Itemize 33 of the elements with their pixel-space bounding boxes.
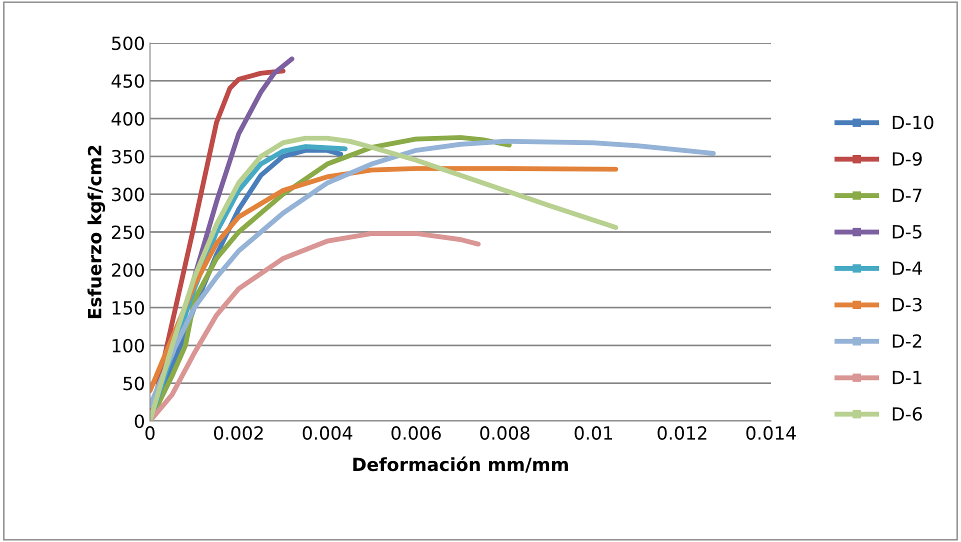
y-tick-label: 400 — [112, 112, 144, 126]
legend-label: D-6 — [892, 407, 922, 421]
line-series — [150, 136, 618, 421]
legend-label: D-7 — [892, 188, 922, 202]
x-tick-label: 0.01 — [574, 426, 612, 440]
x-tick-label: 0.006 — [391, 426, 441, 440]
x-axis-title: Deformación mm/mm — [353, 456, 568, 473]
legend-label: D-4 — [892, 262, 922, 275]
x-tick-label: 0.004 — [302, 426, 352, 440]
x-tick-label: 0.002 — [214, 426, 263, 440]
legend-label: D-10 — [892, 116, 934, 130]
x-tick-label: 0.012 — [658, 426, 706, 440]
y-tick-label: 50 — [124, 376, 144, 390]
legend-label: D-9 — [892, 152, 922, 166]
y-tick-label: 100 — [112, 338, 144, 353]
line-series — [150, 231, 481, 421]
x-tick-label: 0 — [145, 426, 155, 440]
legend-label: D-2 — [892, 334, 922, 348]
y-tick-label: 250 — [112, 225, 144, 240]
y-axis-title: Esfuerzo kgf/cm2 — [88, 146, 106, 318]
line-series — [150, 138, 716, 408]
y-tick-label: 350 — [112, 150, 144, 164]
y-tick-label: 450 — [112, 74, 144, 88]
y-tick-label: 200 — [112, 263, 144, 277]
legend-label: D-5 — [892, 225, 922, 239]
y-tick-label: 0 — [134, 414, 144, 428]
y-tick-label: 150 — [112, 301, 144, 315]
legend-label: D-3 — [892, 298, 922, 312]
legend-label: D-1 — [892, 370, 922, 384]
x-tick-label: 0.014 — [746, 426, 796, 440]
x-tick-label: 0.008 — [480, 426, 530, 440]
y-tick-label: 300 — [112, 188, 144, 202]
y-tick-label: 500 — [112, 36, 144, 50]
